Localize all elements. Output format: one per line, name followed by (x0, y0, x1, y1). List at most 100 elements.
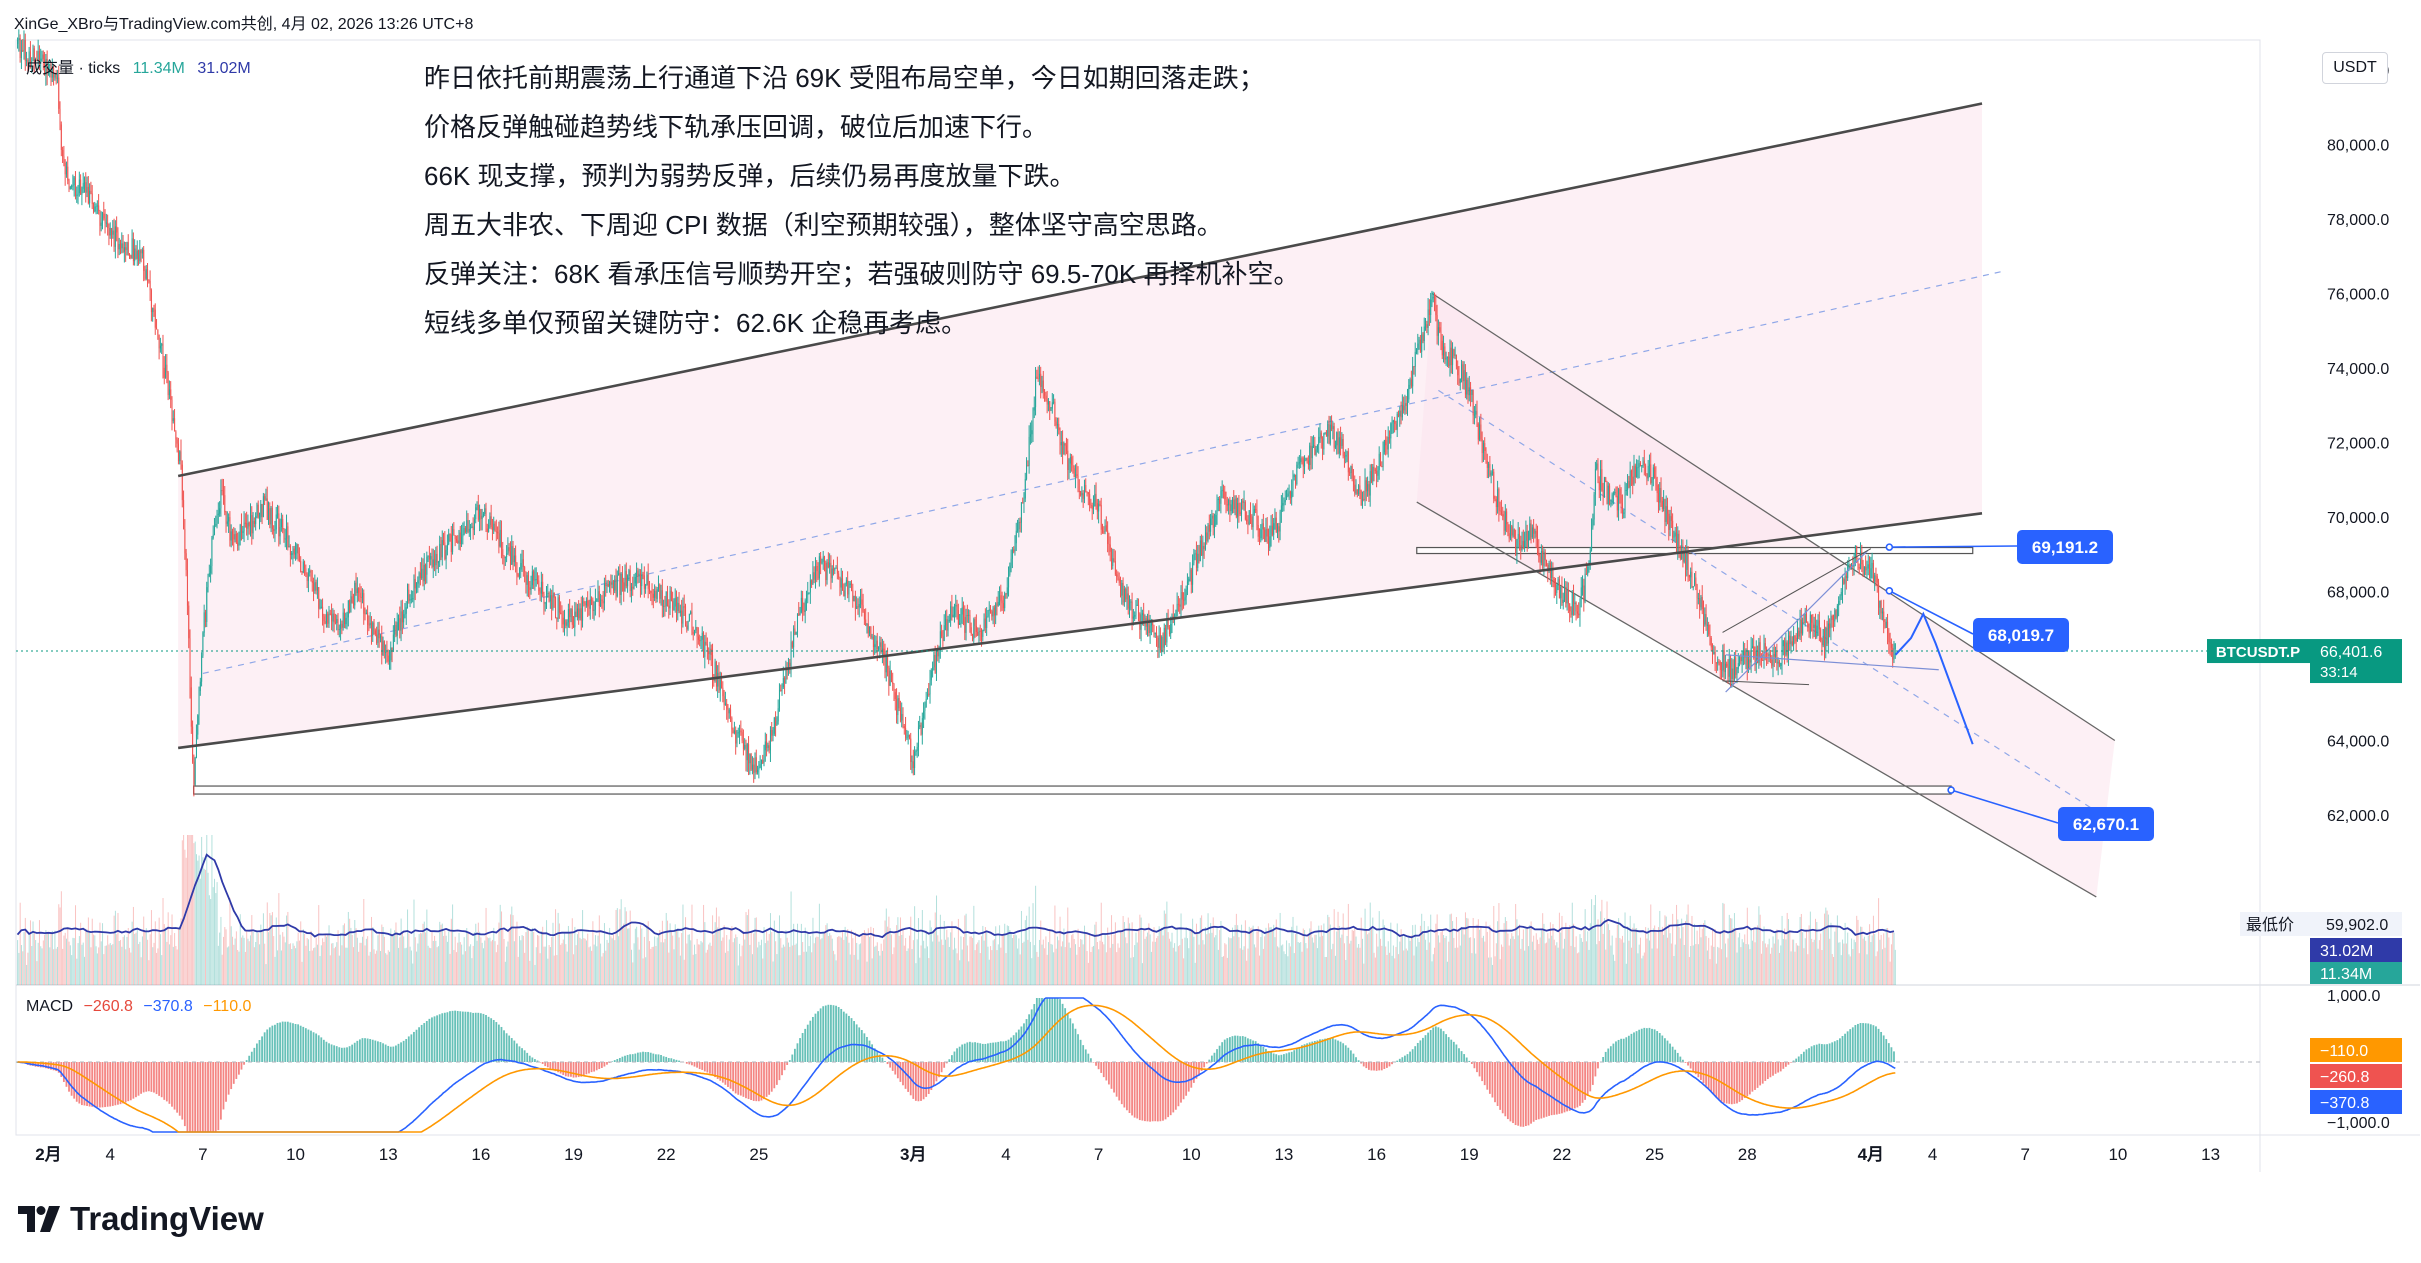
candle-body (296, 544, 298, 553)
macd-hist-bar (562, 1062, 565, 1075)
volume-bar (691, 904, 693, 985)
candle-body (140, 250, 142, 254)
candle-body (100, 222, 102, 226)
candle-body (264, 496, 266, 500)
volume-bar (313, 948, 315, 985)
candle-body (878, 646, 880, 650)
volume-bar (1359, 947, 1361, 985)
macd-hist-bar (979, 1043, 982, 1062)
volume-bar (181, 840, 183, 985)
candle-body (1869, 564, 1871, 579)
volume-bar (1740, 947, 1742, 985)
volume-bar (652, 946, 654, 985)
volume-bar (1327, 914, 1329, 985)
volume-bar (1600, 911, 1602, 985)
macd-hist-bar (817, 1011, 819, 1062)
volume-bar (930, 927, 932, 985)
volume-bar (709, 942, 711, 985)
candle-body (198, 691, 200, 716)
volume-bar (806, 951, 808, 985)
volume-bar (467, 931, 469, 985)
candle-body (700, 639, 702, 642)
candle-body (63, 156, 65, 163)
macd-hist-bar (181, 1062, 184, 1120)
candle-body (1403, 405, 1405, 411)
candle-body (544, 602, 546, 604)
falling-channel-zone (1416, 293, 2115, 897)
candle-body (323, 616, 325, 622)
volume-bar (1504, 917, 1506, 985)
volume-bar (18, 952, 20, 985)
volume-bar (1280, 945, 1282, 985)
candle-body (676, 597, 678, 612)
macd-hist-bar (423, 1023, 426, 1062)
volume-bar (544, 946, 546, 985)
volume-bar (63, 935, 65, 985)
volume-bar (129, 947, 131, 985)
candle-body (304, 561, 306, 569)
volume-bar (404, 948, 406, 985)
candle-body (1706, 624, 1708, 626)
volume-bar (1453, 937, 1455, 985)
candle-body (804, 600, 806, 613)
volume-bar (81, 944, 83, 985)
candle-body (1789, 635, 1791, 645)
volume-bar (1414, 924, 1416, 985)
volume-bar (650, 948, 652, 985)
candle-body (1153, 625, 1155, 635)
candle-body (1400, 410, 1402, 418)
macd-hist-bar (642, 1051, 644, 1062)
candle-body (1638, 463, 1640, 468)
macd-hist-bar (212, 1062, 215, 1132)
candle-body (954, 606, 956, 615)
candle-body (1253, 509, 1255, 513)
volume-bar (1154, 941, 1156, 985)
volume-bar (422, 923, 424, 985)
candle-body (17, 39, 19, 44)
candle-body (1784, 640, 1786, 655)
macd-hist-bar (99, 1062, 101, 1108)
candle-body (1578, 613, 1580, 616)
volume-bar (678, 937, 680, 985)
candle-body (1778, 661, 1780, 667)
candle-body (1111, 551, 1113, 566)
candle-body (1386, 445, 1388, 450)
volume-bar (309, 951, 311, 985)
volume-bar (942, 944, 944, 985)
candle-body (459, 532, 461, 544)
volume-bar (889, 928, 891, 985)
candle-body (701, 632, 703, 640)
volume-bar (41, 948, 43, 985)
candle-body (1188, 578, 1190, 582)
candle-body (44, 59, 46, 75)
candle-body (289, 545, 291, 556)
candle-body (1840, 592, 1842, 596)
candle-body (1168, 627, 1170, 635)
candle-body (706, 644, 708, 651)
volume-bar (566, 951, 568, 985)
candle-body (418, 572, 420, 581)
volume-bar (1455, 917, 1457, 985)
volume-bar (1162, 935, 1164, 985)
macd-hist-bar (243, 1062, 245, 1065)
candle-body (347, 600, 349, 618)
volume-bar (1103, 944, 1105, 985)
candle-body (1878, 582, 1880, 608)
volume-bar (1564, 938, 1566, 985)
candle-body (1045, 395, 1047, 400)
volume-bar (395, 922, 397, 985)
candle-body (102, 213, 104, 223)
candle-body (1750, 648, 1752, 663)
candle-body (147, 269, 149, 281)
candle-body (744, 744, 746, 749)
candle-body (1248, 510, 1250, 525)
macd-hist-bar (1144, 1062, 1146, 1122)
macd-hist-bar (142, 1062, 145, 1093)
volume-bar (1652, 928, 1654, 985)
volume-bar (423, 921, 425, 985)
candle-body (1186, 581, 1188, 590)
candle-body (1636, 467, 1638, 478)
macd-hist-bar (657, 1054, 660, 1062)
candle-body (221, 490, 223, 492)
